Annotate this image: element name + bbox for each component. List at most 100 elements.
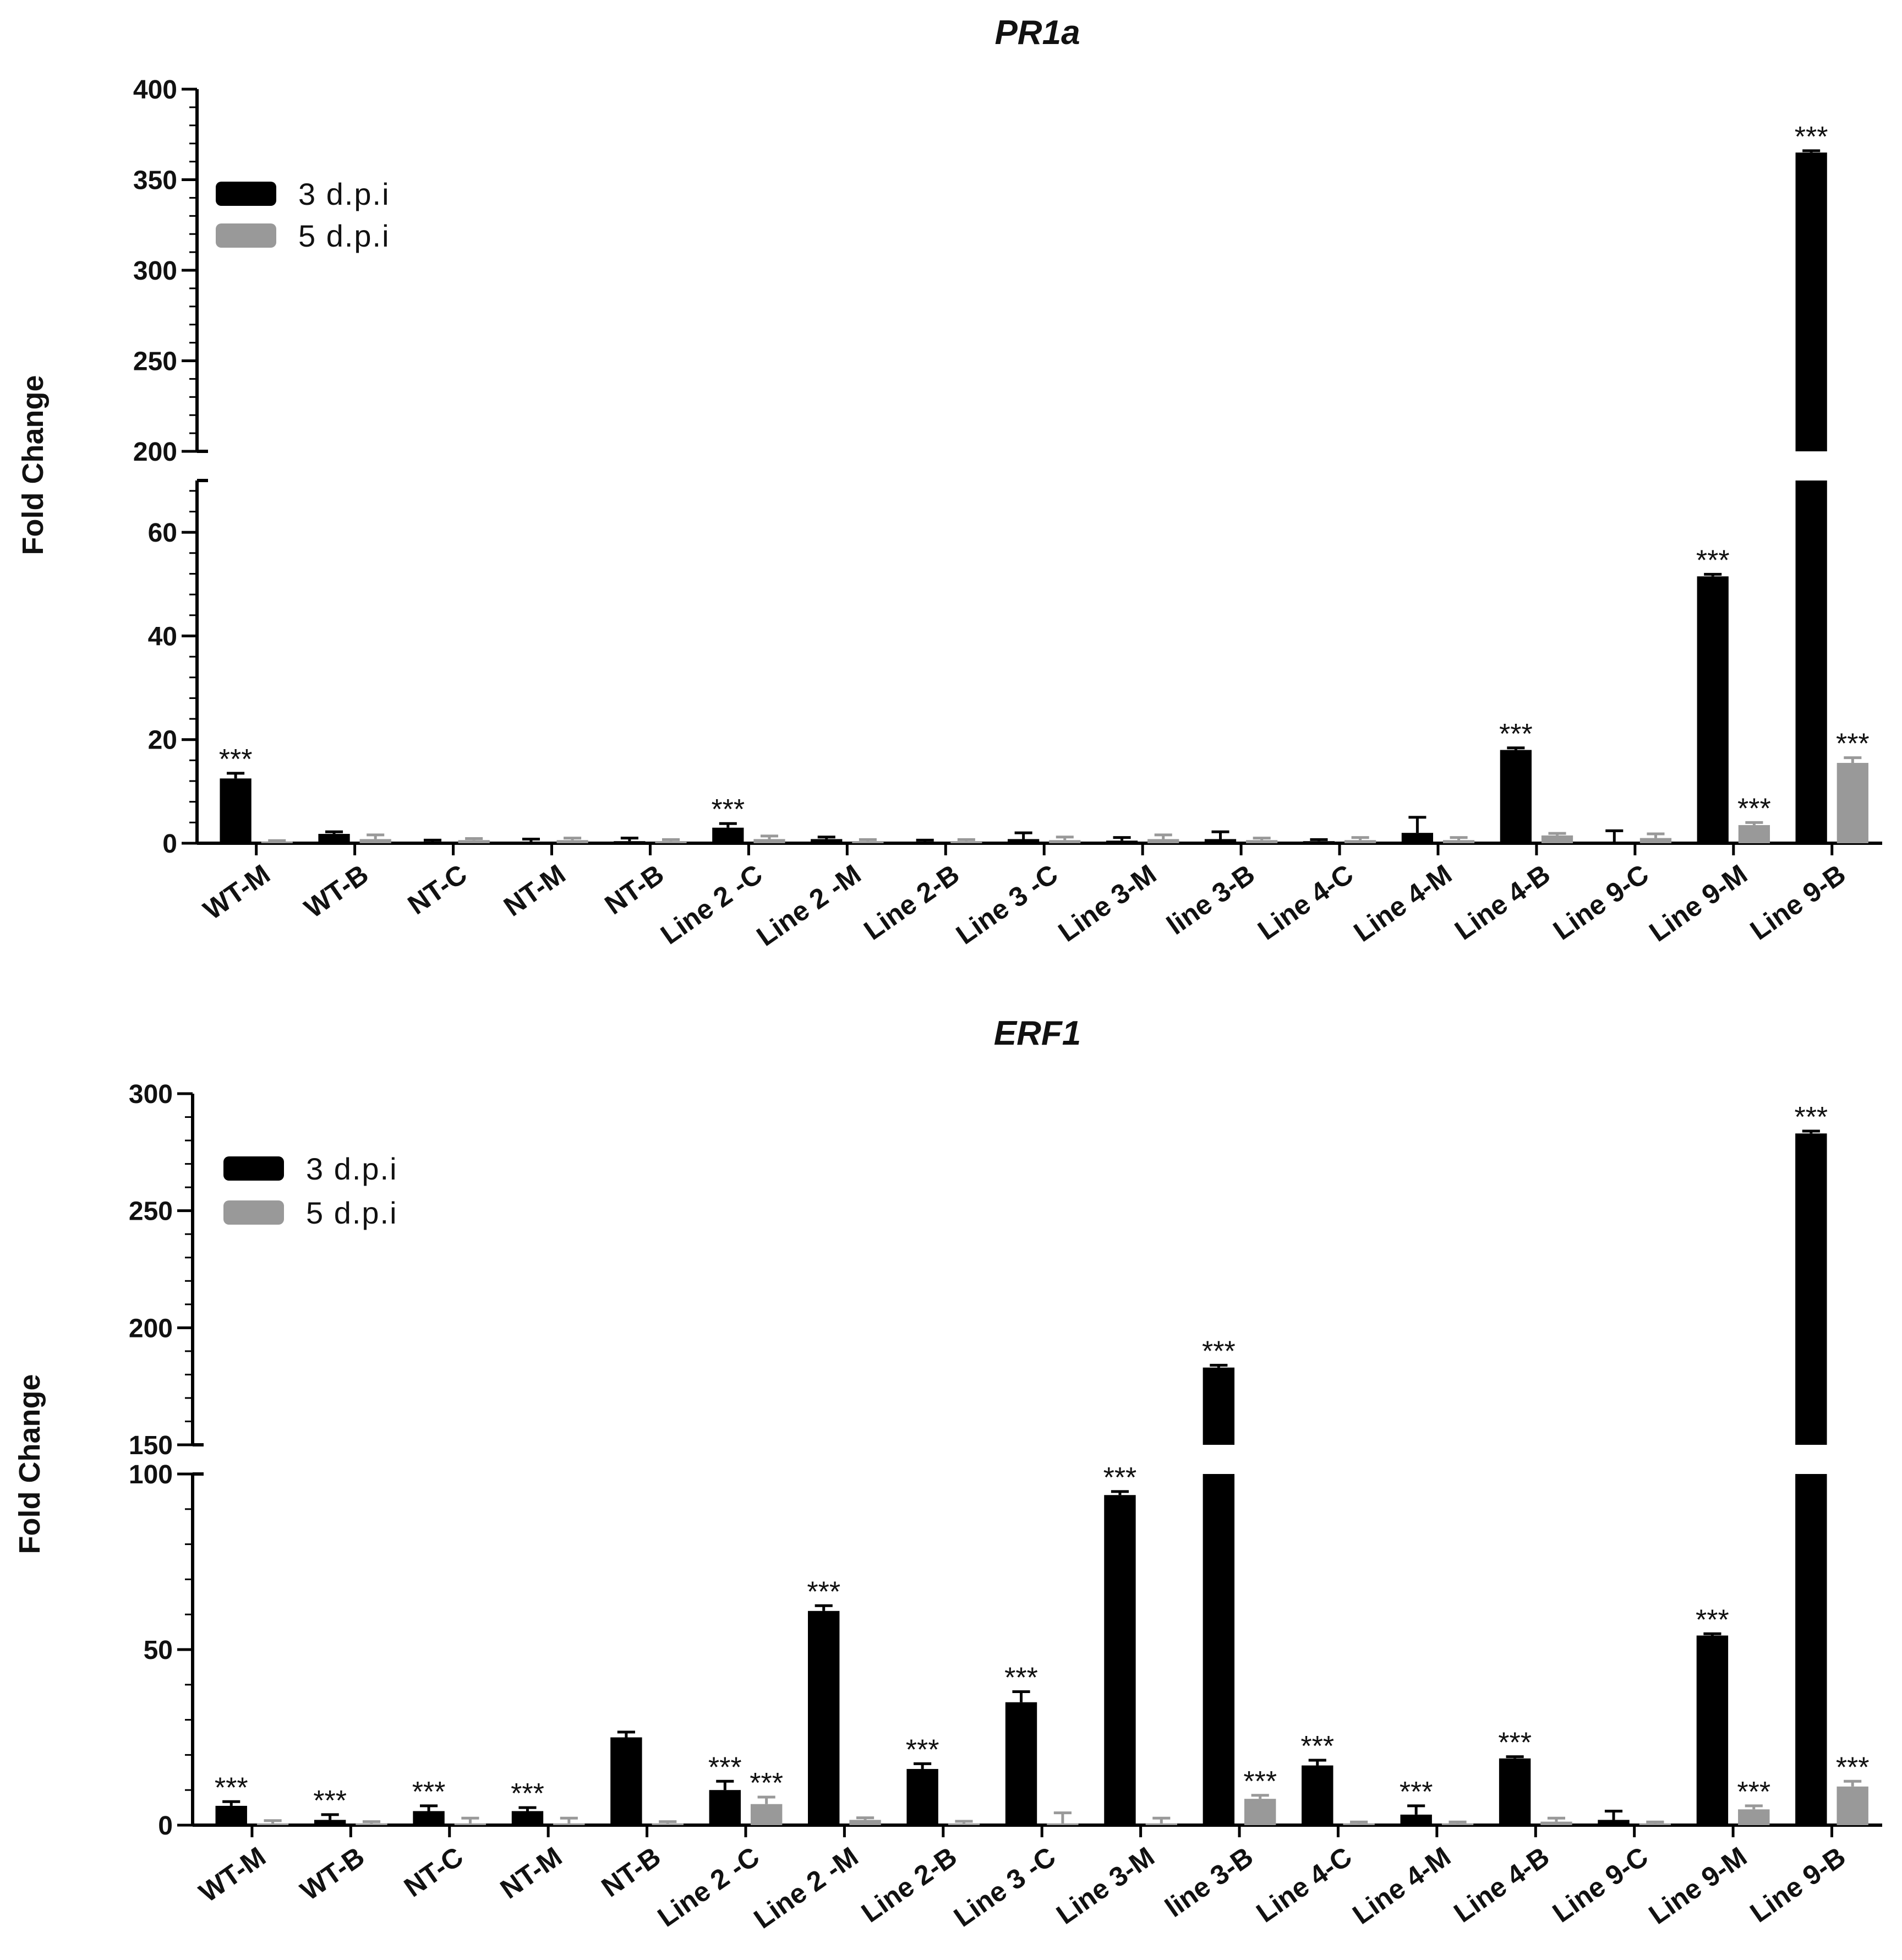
y-tick-label: 100 (129, 1460, 173, 1489)
bar-5-d-p-i (1145, 1823, 1177, 1825)
chart-title: ERF1 (994, 1014, 1081, 1052)
bar-3-d-p-i (215, 1805, 247, 1825)
bar-3-d-p-i (1005, 1702, 1037, 1825)
significance-marker: *** (511, 1778, 544, 1810)
y-tick-label: 40 (148, 622, 177, 651)
y-axis-label: Fold Change (13, 1374, 46, 1554)
bar-5-d-p-i (458, 840, 490, 843)
bar-5-d-p-i (553, 1823, 585, 1825)
significance-marker: *** (1103, 1462, 1137, 1494)
category-group-nt-m: NT-M (498, 837, 588, 922)
x-category-label: NT-M (498, 859, 571, 922)
category-group-nt-m: *** NT-M (495, 1778, 585, 1905)
bar-3-d-p-i (1696, 1635, 1729, 1825)
bar-3-d-p-i (610, 1737, 642, 1825)
bar-5-d-p-i (750, 1804, 783, 1825)
bar-3-d-p-i (712, 827, 744, 843)
category-group-line-3-m: *** Line 3-M (1051, 1462, 1177, 1930)
bar-3-d-p-i (1106, 840, 1138, 843)
category-group-line-3-c: *** Line 3 -C (948, 1662, 1079, 1933)
x-category-label: line 3-B (1161, 859, 1260, 941)
bar-3-d-p-i (413, 1811, 445, 1825)
x-category-label: Line 3 -C (950, 859, 1063, 951)
x-category-label: Line 4-M (1347, 1841, 1456, 1930)
y-tick-label: 250 (133, 347, 177, 376)
significance-marker: *** (215, 1772, 248, 1804)
legend-swatch (223, 1200, 284, 1225)
x-category-label: Line 4-C (1251, 1841, 1358, 1929)
category-group-line-9-m: *** *** Line 9-M (1644, 544, 1771, 947)
x-category-label: line 3-B (1160, 1841, 1259, 1923)
y-tick-label: 20 (148, 726, 177, 755)
x-category-label: Line 4-B (1449, 859, 1556, 946)
significance-marker: *** (1794, 1101, 1828, 1133)
x-category-label: Line 9-B (1745, 859, 1851, 946)
significance-marker: *** (219, 744, 253, 776)
bar-5-d-p-i (1837, 1786, 1868, 1825)
bar-3-d-p-i (1400, 1814, 1432, 1825)
bar-3-d-p-i (1598, 1820, 1630, 1825)
y-tick-label: 400 (133, 75, 177, 105)
bar-3-d-p-i (1303, 841, 1335, 843)
significance-marker: *** (750, 1767, 783, 1799)
bar-5-d-p-i (849, 1820, 881, 1825)
bar-3-d-p-i (1203, 1474, 1235, 1825)
y-tick-label: 300 (133, 256, 177, 286)
bar-5-d-p-i (753, 839, 785, 843)
y-axis-label: Fold Change (17, 375, 50, 555)
bar-5-d-p-i (1343, 1823, 1375, 1825)
legend-item-3-d-p-i: 3 d.p.i (216, 177, 389, 211)
bar-3-d-p-i (318, 834, 350, 843)
legend-item-5-d-p-i: 5 d.p.i (223, 1195, 398, 1230)
bar-5-d-p-i (1244, 1799, 1276, 1825)
bar-3-d-p-i (1795, 1474, 1827, 1825)
x-category-label: Line 2-B (859, 859, 965, 946)
bar-3-d-p-i (1500, 750, 1532, 843)
x-category-label: Line 9-B (1745, 1841, 1851, 1929)
significance-marker: *** (313, 1785, 347, 1817)
x-category-label: Line 2-B (856, 1841, 963, 1929)
legend: 3 d.p.i 5 d.p.i (223, 1151, 398, 1230)
y-tick-label: 50 (144, 1636, 173, 1665)
x-category-label: Line 2 -M (751, 859, 867, 952)
bar-3-d-p-i (1204, 839, 1237, 843)
bar-5-d-p-i (1246, 840, 1278, 843)
bar-5-d-p-i (655, 841, 687, 843)
x-category-label: Line 2 -C (655, 859, 768, 951)
significance-marker: *** (1737, 1776, 1770, 1808)
bar-3-d-p-i (1795, 481, 1827, 843)
legend-swatch (223, 1156, 284, 1181)
bar-5-d-p-i (256, 1823, 289, 1825)
y-tick-label: 300 (129, 1080, 173, 1109)
bar-3-d-p-i-upper (1795, 1133, 1827, 1445)
y-tick-label: 200 (133, 438, 177, 467)
legend-label: 3 d.p.i (306, 1151, 398, 1186)
bar-5-d-p-i (1639, 838, 1672, 843)
bar-3-d-p-i-upper (1203, 1367, 1235, 1445)
legend-label: 5 d.p.i (306, 1195, 398, 1230)
x-category-label: Line 4-B (1449, 1841, 1555, 1929)
category-group-nt-b: NT-B (596, 1730, 684, 1903)
category-group-line-3-b: *** *** line 3-B (1160, 1335, 1277, 1923)
significance-marker: *** (1498, 1727, 1532, 1759)
legend: 3 d.p.i 5 d.p.i (216, 177, 389, 253)
y-tick-label: 200 (129, 1314, 173, 1343)
category-group-line-4-b: *** Line 4-B (1449, 718, 1573, 946)
bar-3-d-p-i (909, 842, 941, 843)
category-group-line-9-m: *** *** Line 9-M (1643, 1604, 1770, 1930)
bar-5-d-p-i (1540, 1821, 1572, 1825)
legend-item-3-d-p-i: 3 d.p.i (223, 1151, 398, 1186)
y-tick-label: 0 (162, 829, 177, 859)
significance-marker: *** (1696, 1604, 1729, 1636)
bar-5-d-p-i (1639, 1823, 1671, 1825)
bar-3-d-p-i (1104, 1495, 1136, 1825)
significance-marker: *** (1243, 1766, 1277, 1798)
x-category-label: NT-M (495, 1841, 567, 1905)
bar-5-d-p-i (356, 1823, 387, 1825)
bar-5-d-p-i (1441, 1823, 1474, 1825)
x-category-label: Line 2 -M (748, 1841, 864, 1935)
bar-3-d-p-i (314, 1820, 346, 1825)
significance-marker: *** (1499, 718, 1533, 750)
significance-marker: *** (1836, 1751, 1870, 1783)
